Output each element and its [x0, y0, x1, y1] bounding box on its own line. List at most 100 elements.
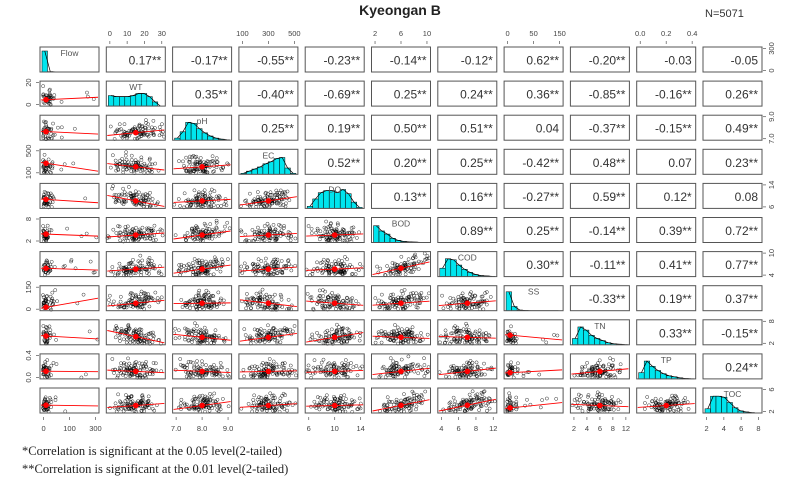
- data-point: [177, 263, 182, 267]
- data-point: [347, 231, 352, 236]
- data-point: [607, 362, 611, 367]
- data-point: [215, 407, 220, 412]
- data-point: [410, 325, 415, 330]
- data-point: [274, 236, 279, 241]
- panel-TOC-SS: [503, 387, 564, 414]
- data-point: [280, 393, 284, 398]
- panel-frame: [172, 114, 233, 141]
- data-point: [274, 188, 279, 193]
- data-point: [286, 258, 291, 263]
- mean-point: [331, 368, 338, 375]
- variable-label: EC: [262, 150, 274, 160]
- data-point: [215, 204, 220, 208]
- data-point: [509, 324, 513, 329]
- data-point: [55, 299, 59, 304]
- data-point: [326, 259, 331, 263]
- data-point: [160, 122, 164, 127]
- variable-label: pH: [197, 116, 208, 126]
- data-point: [140, 263, 145, 268]
- panel-frame: [304, 182, 365, 209]
- data-point: [255, 190, 260, 194]
- mean-point: [199, 198, 205, 204]
- data-point: [52, 265, 57, 269]
- panel-frame: [569, 319, 630, 346]
- data-point: [288, 238, 293, 243]
- smoother-line: [40, 404, 99, 407]
- data-point: [110, 357, 115, 361]
- data-point: [120, 192, 124, 197]
- data-point: [603, 397, 607, 401]
- data-point: [122, 159, 127, 164]
- data-point: [184, 369, 188, 374]
- mean-point: [199, 402, 205, 409]
- data-point: [213, 234, 218, 239]
- data-point: [48, 397, 53, 402]
- data-point: [185, 305, 189, 309]
- data-point: [577, 397, 582, 402]
- panel-frame: [437, 46, 498, 73]
- histogram-bar: [312, 198, 319, 209]
- data-point: [268, 398, 273, 403]
- smoother-line: [40, 297, 99, 309]
- data-point: [289, 268, 294, 273]
- data-point: [69, 258, 74, 262]
- data-point: [341, 298, 346, 303]
- data-point: [400, 340, 405, 344]
- data-point: [140, 124, 144, 129]
- data-point: [480, 392, 485, 397]
- panel-frame: [371, 387, 431, 414]
- data-point: [467, 392, 472, 397]
- data-point: [194, 329, 199, 334]
- data-point: [396, 270, 401, 274]
- panel-frame: [636, 251, 697, 278]
- variable-label: COD: [458, 253, 477, 263]
- data-point: [312, 358, 317, 363]
- panel-frame: [39, 46, 100, 73]
- data-point: [111, 184, 115, 188]
- data-point: [71, 161, 76, 166]
- panel-COD-TOC: 0.77**: [702, 251, 763, 278]
- panel-frame: [702, 285, 763, 312]
- data-point: [197, 288, 202, 293]
- panel-Flow-WT: 0.17**: [105, 46, 166, 73]
- data-point: [139, 158, 144, 162]
- data-point: [144, 118, 148, 122]
- data-point: [595, 393, 600, 398]
- data-point: [449, 339, 454, 344]
- data-point: [335, 322, 339, 327]
- data-point: [473, 329, 478, 334]
- data-point: [153, 161, 158, 166]
- data-point: [597, 358, 602, 363]
- data-point: [194, 363, 199, 367]
- mean-point: [199, 368, 205, 375]
- data-point: [193, 396, 198, 401]
- data-point: [275, 271, 280, 275]
- data-point: [422, 363, 427, 367]
- data-point: [388, 272, 393, 276]
- data-point: [139, 270, 144, 275]
- data-point: [405, 404, 409, 409]
- data-point: [415, 305, 420, 310]
- panel-frame: [371, 46, 431, 73]
- data-point: [313, 370, 317, 375]
- data-point: [455, 403, 460, 407]
- data-point: [265, 221, 270, 226]
- data-point: [45, 260, 49, 265]
- data-point: [227, 374, 231, 379]
- smoother-line: [505, 369, 563, 374]
- data-point: [202, 221, 207, 226]
- data-point: [194, 229, 198, 234]
- data-point: [204, 200, 209, 205]
- data-point: [262, 224, 267, 228]
- data-point: [118, 399, 122, 404]
- data-point: [454, 329, 459, 334]
- data-point: [388, 356, 393, 361]
- data-point: [452, 370, 457, 375]
- data-point: [137, 190, 141, 195]
- data-point: [508, 399, 512, 404]
- panel-frame: [371, 148, 431, 175]
- data-point: [117, 365, 122, 370]
- correlation-label: -0.15**: [655, 122, 692, 136]
- data-point: [286, 297, 291, 302]
- data-point: [325, 407, 330, 412]
